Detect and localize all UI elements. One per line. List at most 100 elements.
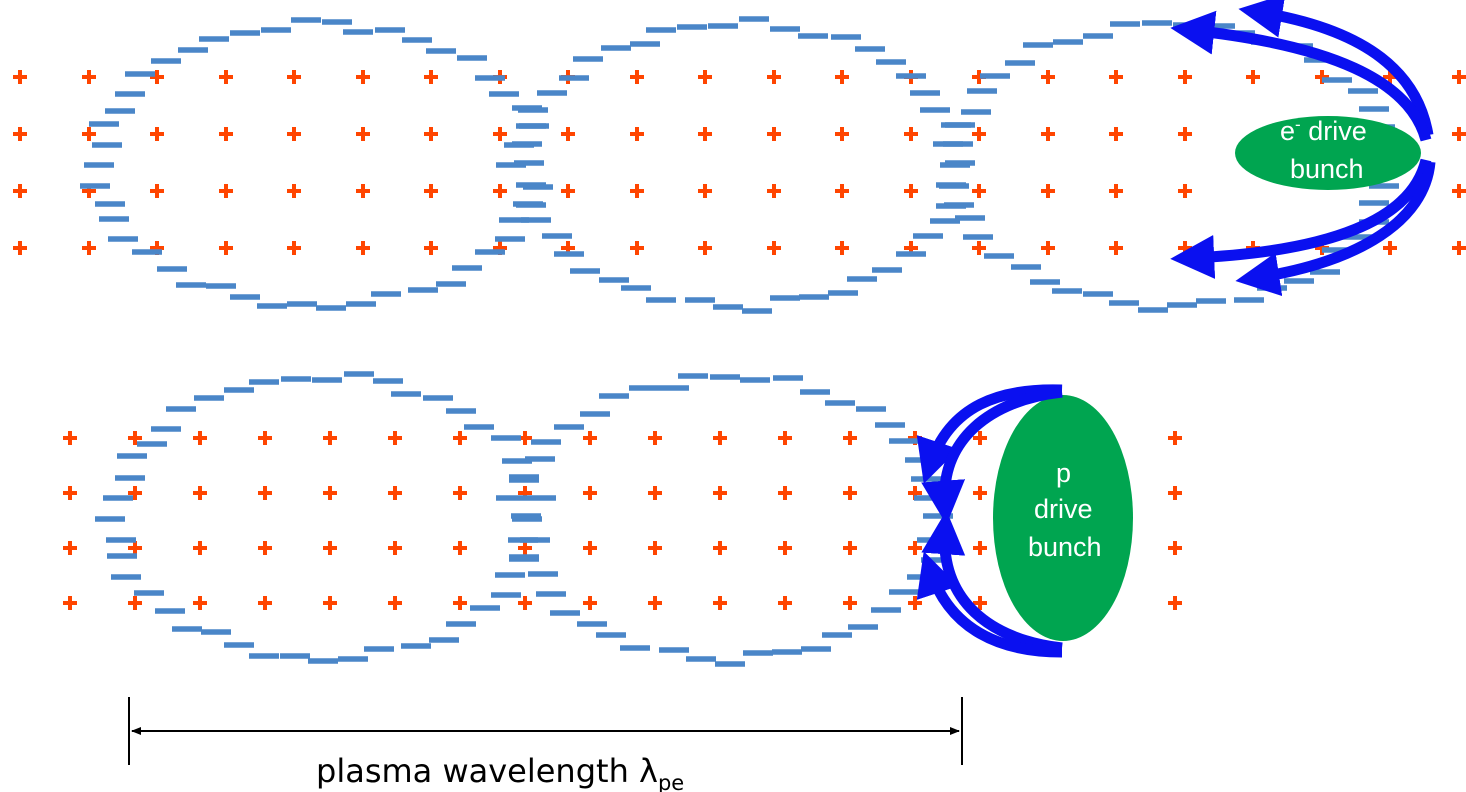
ion-plus bbox=[908, 541, 922, 555]
ion-plus bbox=[713, 596, 727, 610]
ion-plus bbox=[424, 70, 438, 84]
ion-plus bbox=[356, 127, 370, 141]
ion-plus bbox=[63, 486, 77, 500]
ion-plus bbox=[388, 486, 402, 500]
proton-drive-bunch bbox=[993, 395, 1133, 641]
ion-plus bbox=[453, 596, 467, 610]
ion-plus bbox=[778, 596, 792, 610]
ion-plus bbox=[972, 127, 986, 141]
ion-plus bbox=[1168, 596, 1182, 610]
ion-plus bbox=[904, 127, 918, 141]
ion-plus bbox=[561, 184, 575, 198]
ion-plus bbox=[82, 70, 96, 84]
ion-plus bbox=[843, 541, 857, 555]
plasma-wavelength-scale: plasma wavelength λpe bbox=[128, 697, 963, 792]
electron-bunch-label-line1: e- drive bbox=[1280, 115, 1367, 146]
ion-plus bbox=[287, 184, 301, 198]
ion-plus bbox=[323, 596, 337, 610]
ion-plus bbox=[583, 431, 597, 445]
ion-plus bbox=[698, 184, 712, 198]
electron-sheath-top bbox=[80, 16, 1414, 314]
electron-sheath-bottom bbox=[95, 371, 953, 667]
ion-plus bbox=[258, 486, 272, 500]
ion-plus bbox=[388, 431, 402, 445]
electron-attraction-arrows bbox=[916, 384, 1063, 658]
ion-plus bbox=[287, 70, 301, 84]
ion-plus bbox=[1178, 70, 1192, 84]
ion-plus bbox=[972, 241, 986, 255]
ion-plus bbox=[13, 127, 27, 141]
ion-plus bbox=[219, 70, 233, 84]
ion-plus bbox=[63, 541, 77, 555]
ion-plus bbox=[193, 486, 207, 500]
ion-plus bbox=[128, 431, 142, 445]
electron-expulsion-arrows bbox=[1170, 0, 1436, 297]
ion-plus bbox=[835, 127, 849, 141]
ion-plus bbox=[648, 486, 662, 500]
ion-plus bbox=[219, 241, 233, 255]
ion-plus bbox=[767, 241, 781, 255]
ion-plus bbox=[698, 241, 712, 255]
ion-plus bbox=[630, 127, 644, 141]
ion-plus bbox=[1452, 241, 1466, 255]
proton-driven-wake-panel: p drive bunch bbox=[63, 371, 1182, 667]
ion-plus bbox=[698, 127, 712, 141]
ion-plus bbox=[583, 541, 597, 555]
scale-label-main: plasma wavelength λ bbox=[316, 752, 658, 790]
ion-plus bbox=[843, 431, 857, 445]
ion-plus bbox=[973, 431, 987, 445]
ion-plus bbox=[1168, 541, 1182, 555]
ion-plus bbox=[193, 431, 207, 445]
ion-plus bbox=[388, 596, 402, 610]
electron-symbol: e bbox=[1280, 116, 1295, 146]
ion-plus bbox=[356, 241, 370, 255]
ion-plus bbox=[128, 596, 142, 610]
electron-bunch-label-line2: bunch bbox=[1290, 154, 1364, 184]
ion-plus bbox=[973, 486, 987, 500]
proton-bunch-label-line3: bunch bbox=[1028, 532, 1102, 562]
electron-bunch-drive-word: drive bbox=[1301, 116, 1367, 146]
ion-plus bbox=[648, 541, 662, 555]
ion-plus bbox=[1246, 70, 1260, 84]
ion-plus bbox=[258, 541, 272, 555]
ion-plus bbox=[1168, 431, 1182, 445]
ion-plus bbox=[150, 184, 164, 198]
ion-plus bbox=[778, 541, 792, 555]
ion-plus bbox=[843, 596, 857, 610]
ion-plus bbox=[150, 127, 164, 141]
ion-plus bbox=[648, 596, 662, 610]
ion-plus bbox=[63, 431, 77, 445]
ion-plus bbox=[424, 241, 438, 255]
ion-plus bbox=[767, 70, 781, 84]
ion-plus bbox=[13, 241, 27, 255]
ion-plus bbox=[767, 184, 781, 198]
ion-plus bbox=[128, 541, 142, 555]
ion-plus bbox=[1041, 70, 1055, 84]
ion-plus bbox=[424, 127, 438, 141]
ion-plus bbox=[1109, 127, 1123, 141]
ion-plus bbox=[835, 241, 849, 255]
ion-plus bbox=[778, 486, 792, 500]
ion-plus bbox=[1452, 184, 1466, 198]
ion-plus bbox=[767, 127, 781, 141]
ion-plus bbox=[82, 127, 96, 141]
ion-plus bbox=[778, 431, 792, 445]
ion-plus bbox=[323, 486, 337, 500]
ion-plus bbox=[583, 596, 597, 610]
ion-plus bbox=[323, 541, 337, 555]
ion-plus bbox=[1041, 184, 1055, 198]
ion-plus bbox=[13, 70, 27, 84]
ion-plus bbox=[972, 184, 986, 198]
ion-plus bbox=[1178, 184, 1192, 198]
proton-bunch-label-line1: p bbox=[1056, 458, 1071, 488]
ion-plus bbox=[1041, 241, 1055, 255]
ion-plus bbox=[583, 486, 597, 500]
ion-plus bbox=[493, 127, 507, 141]
ion-plus bbox=[356, 184, 370, 198]
electron-charge-sup: - bbox=[1295, 115, 1301, 134]
ion-plus bbox=[1452, 127, 1466, 141]
ion-plus bbox=[287, 127, 301, 141]
ion-plus bbox=[1178, 127, 1192, 141]
ion-plus bbox=[713, 486, 727, 500]
